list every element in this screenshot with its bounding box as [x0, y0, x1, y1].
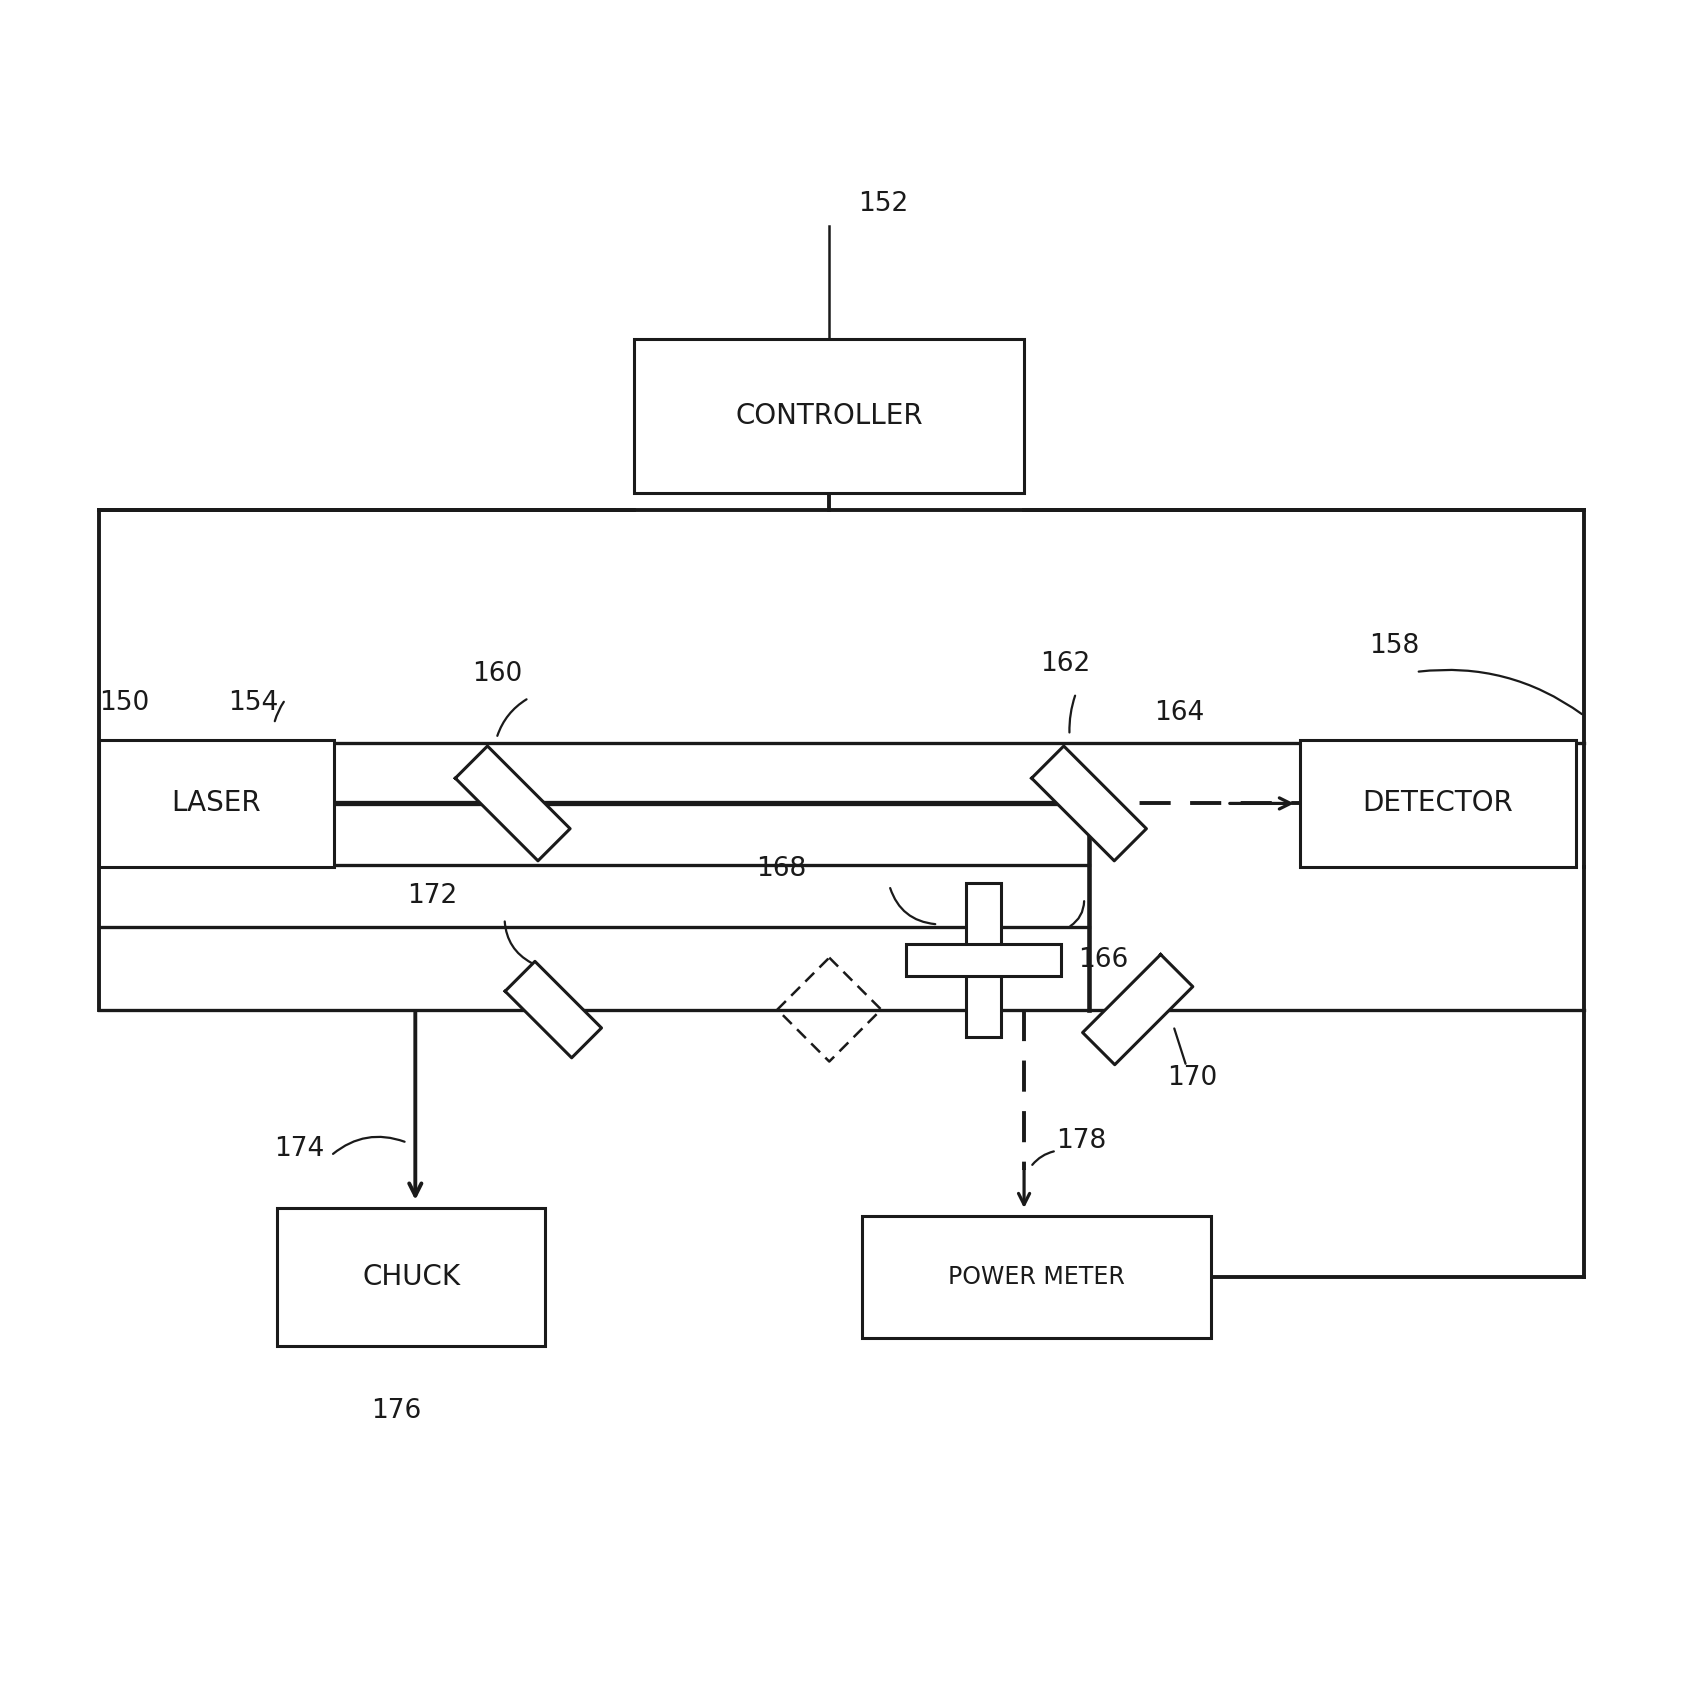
Polygon shape	[506, 961, 602, 1058]
Text: 172: 172	[408, 883, 458, 908]
Polygon shape	[1082, 954, 1192, 1065]
Text: 174: 174	[274, 1136, 325, 1162]
Text: 164: 164	[1153, 699, 1204, 726]
Text: POWER METER: POWER METER	[949, 1264, 1125, 1289]
Bar	[1300, 740, 1576, 868]
Text: 158: 158	[1370, 633, 1419, 658]
Bar	[966, 883, 1001, 1038]
Bar	[98, 740, 335, 868]
Text: 170: 170	[1167, 1065, 1218, 1090]
Bar	[906, 944, 1060, 976]
Text: 178: 178	[1057, 1128, 1108, 1153]
Text: 168: 168	[756, 856, 807, 883]
Text: DETECTOR: DETECTOR	[1363, 789, 1513, 818]
Bar	[277, 1208, 545, 1345]
Text: 152: 152	[859, 192, 908, 218]
Text: CONTROLLER: CONTROLLER	[736, 401, 923, 430]
Bar	[862, 1216, 1211, 1337]
Text: 160: 160	[472, 660, 523, 687]
Text: 176: 176	[370, 1398, 421, 1424]
Polygon shape	[455, 747, 570, 861]
Polygon shape	[1032, 747, 1146, 861]
Text: 154: 154	[228, 691, 279, 716]
Bar	[634, 338, 1025, 493]
Text: LASER: LASER	[171, 789, 262, 818]
Text: 162: 162	[1040, 651, 1091, 677]
Text: CHUCK: CHUCK	[362, 1262, 460, 1291]
Text: 150: 150	[98, 691, 149, 716]
Text: 166: 166	[1077, 947, 1128, 973]
